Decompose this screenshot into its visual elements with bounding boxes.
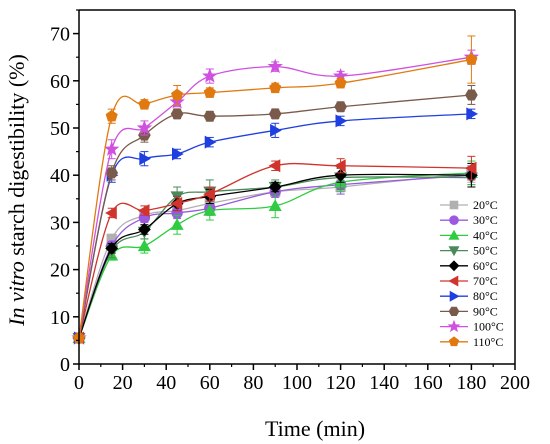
legend-item: 70°C <box>440 274 498 288</box>
legend-marker <box>447 319 461 333</box>
y-axis-title-italic: In vitro <box>4 261 29 327</box>
legend-label: 110°C <box>473 335 503 349</box>
data-point <box>269 81 282 94</box>
data-point <box>139 152 152 166</box>
data-point <box>267 58 283 74</box>
legend-marker <box>448 336 460 347</box>
x-tick-label: 40 <box>156 372 176 394</box>
data-point <box>202 68 218 83</box>
x-tick-label: 140 <box>369 372 399 394</box>
x-tick-label: 200 <box>500 372 530 394</box>
legend-label: 50°C <box>473 244 498 258</box>
legend-item: 50°C <box>440 244 498 258</box>
legend-item: 100°C <box>440 320 504 334</box>
data-point <box>270 123 282 137</box>
data-point <box>334 101 347 113</box>
y-tick-label: 70 <box>50 24 70 46</box>
y-tick-label: 60 <box>50 71 70 93</box>
data-point <box>204 135 217 149</box>
x-tick-label: 120 <box>326 372 356 394</box>
legend-item: 40°C <box>440 228 498 242</box>
series-line <box>78 113 472 339</box>
y-axis-title-rest: starch digestibility (%) <box>4 54 29 261</box>
legend-item: 110°C <box>440 335 503 349</box>
legend-marker <box>448 246 460 257</box>
legend-item: 60°C <box>440 259 498 273</box>
legend-label: 80°C <box>473 289 498 303</box>
y-tick-label: 0 <box>60 354 70 376</box>
legend-marker <box>448 260 460 272</box>
data-point <box>464 161 477 175</box>
data-point <box>105 206 117 220</box>
data-point <box>335 114 348 128</box>
x-tick-label: 180 <box>456 372 486 394</box>
data-point <box>203 110 217 122</box>
legend: 20°C30°C40°C 50°C60°C70°C80°C90°C 100°C110… <box>440 198 504 349</box>
axes: 0 20 40 60 80 100 120 140 160 180 200 0 10 20 30 40 50 60… <box>50 9 530 394</box>
series-60c <box>72 162 478 345</box>
legend-marker <box>449 290 460 302</box>
data-point <box>170 218 184 230</box>
data-point <box>136 119 153 135</box>
x-tick-label: 160 <box>413 372 443 394</box>
legend-item: 90°C <box>440 304 498 318</box>
legend-marker <box>448 229 460 240</box>
data-point <box>268 199 282 211</box>
data-point <box>105 167 119 179</box>
data-point <box>170 197 183 211</box>
legend-label: 100°C <box>473 320 504 334</box>
data-point <box>203 86 216 98</box>
y-tick-label: 40 <box>50 165 70 187</box>
data-point <box>138 98 151 110</box>
data-point <box>172 147 184 161</box>
x-tick-label: 0 <box>74 372 84 394</box>
legend-label: 70°C <box>473 274 498 288</box>
data-point <box>137 204 150 218</box>
y-tick-label: 30 <box>50 212 70 234</box>
y-tick-label: 10 <box>50 307 70 329</box>
legend-label: 30°C <box>473 213 498 227</box>
series-110c <box>72 35 478 344</box>
data-point <box>105 109 118 122</box>
data-point <box>171 88 184 101</box>
data-point <box>268 108 282 120</box>
y-axis-title: In vitro starch digestibility (%) <box>4 54 29 327</box>
x-axis-title: Time (min) <box>265 416 365 441</box>
data-point <box>268 180 282 194</box>
x-tick-label: 20 <box>113 372 133 394</box>
data-point <box>465 89 478 101</box>
data-point <box>333 159 346 173</box>
legend-item: 80°C <box>440 289 498 303</box>
x-tick-label: 80 <box>243 372 263 394</box>
legend-marker <box>448 306 460 317</box>
data-point <box>466 107 479 121</box>
data-point <box>334 76 347 89</box>
legend-label: 20°C <box>473 198 498 212</box>
data-point <box>170 108 184 120</box>
data-point <box>268 159 281 173</box>
legend-label: 90°C <box>473 304 498 318</box>
x-tick-label: 60 <box>200 372 220 394</box>
series-80c <box>73 107 479 345</box>
plot-area <box>71 35 480 345</box>
legend-marker <box>449 200 459 210</box>
x-tick-label: 100 <box>282 372 312 394</box>
y-tick-label: 20 <box>50 260 70 282</box>
legend-item: 20°C <box>440 198 498 212</box>
data-point <box>465 53 478 65</box>
data-point <box>104 141 120 156</box>
data-point <box>203 187 215 201</box>
data-point <box>203 203 217 216</box>
legend-label: 40°C <box>473 228 498 242</box>
data-point <box>105 241 119 255</box>
legend-label: 60°C <box>473 259 498 273</box>
data-point <box>137 223 151 236</box>
y-tick-label: 50 <box>50 118 70 140</box>
legend-item: 30°C <box>440 213 498 227</box>
data-point <box>137 239 151 252</box>
legend-marker <box>449 215 459 225</box>
legend-marker <box>448 275 459 287</box>
